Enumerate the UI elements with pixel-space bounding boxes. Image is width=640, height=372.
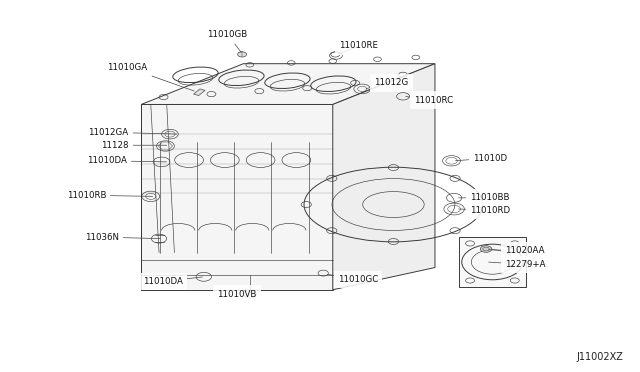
Polygon shape [459,237,526,287]
Text: 11010GC: 11010GC [328,275,378,284]
Text: 11010DA: 11010DA [87,156,166,165]
Text: 11020AA: 11020AA [489,246,545,255]
Text: 11010DA: 11010DA [143,277,202,286]
Text: 11128: 11128 [101,141,166,150]
Text: 11010RB: 11010RB [67,191,152,200]
Polygon shape [193,89,205,96]
Text: 11010VB: 11010VB [218,289,257,299]
Text: 11012GA: 11012GA [88,128,177,137]
Text: 11010BB: 11010BB [459,193,509,202]
Text: 11012G: 11012G [366,78,408,89]
Text: 12279+A: 12279+A [489,260,546,269]
Polygon shape [141,64,435,105]
Text: 11010GB: 11010GB [207,30,248,52]
Polygon shape [141,105,333,290]
Text: 11010GA: 11010GA [108,63,194,91]
Circle shape [237,52,246,57]
Text: 11010RD: 11010RD [459,206,510,215]
Text: 11010RE: 11010RE [339,41,378,54]
Text: 11010D: 11010D [456,154,508,163]
Circle shape [480,246,492,252]
Text: J11002XZ: J11002XZ [577,352,623,362]
Text: 11010RC: 11010RC [406,96,454,105]
Polygon shape [333,64,435,290]
Text: 11036N: 11036N [85,232,160,242]
